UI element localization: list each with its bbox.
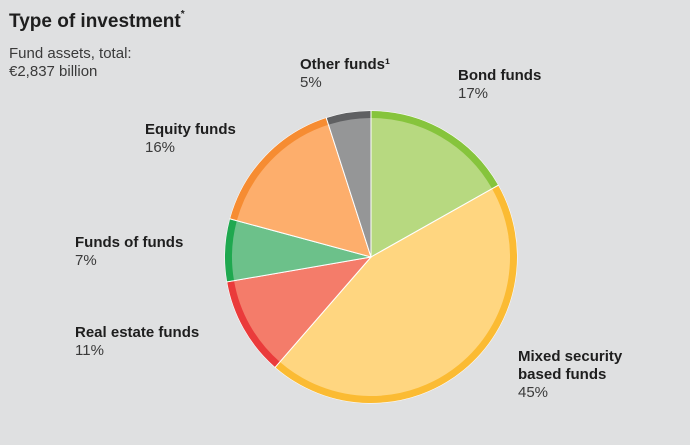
label-real-estate-funds-value: 11% (75, 342, 104, 359)
label-bond-funds-name: Bond funds (458, 67, 542, 84)
chart-title: Type of investment* (9, 9, 185, 32)
title-footnote-mark: * (180, 9, 185, 20)
subtitle-total: €2,837 billion (9, 63, 98, 80)
label-equity-funds-value: 16% (145, 139, 176, 156)
pie-rim-mixed (275, 185, 517, 403)
pie-rim-funds-of-funds (225, 219, 237, 282)
label-real-estate-funds-name: Real estate funds (75, 324, 200, 341)
label-bond-funds: Bond funds 17% (458, 67, 541, 103)
label-funds-of-funds: Funds of funds 7% (75, 234, 183, 270)
label-mixed-funds: Mixed security based funds 45% (518, 348, 658, 402)
label-funds-of-funds-value: 7% (75, 252, 97, 269)
label-equity-funds: Equity funds 16% (145, 121, 236, 157)
pie-rim-equity (230, 118, 328, 221)
label-funds-of-funds-name: Funds of funds (75, 234, 184, 251)
label-real-estate-funds: Real estate funds 11% (75, 324, 199, 360)
label-mixed-funds-name: Mixed security based funds (518, 348, 623, 383)
subtitle-line-1: Fund assets, total: (9, 45, 132, 62)
label-mixed-funds-value: 45% (518, 384, 549, 401)
label-other-funds: Other funds¹ 5% (300, 56, 390, 92)
pie-rim-other (326, 111, 371, 125)
pie-rim-bond (371, 111, 498, 189)
label-other-funds-name: Other funds¹ (300, 56, 390, 73)
chart-subtitle: Fund assets, total: €2,837 billion (9, 45, 179, 81)
label-equity-funds-name: Equity funds (145, 121, 236, 138)
label-bond-funds-value: 17% (458, 85, 489, 102)
pie-rim-real-estate (227, 281, 280, 367)
label-other-funds-value: 5% (300, 74, 322, 91)
